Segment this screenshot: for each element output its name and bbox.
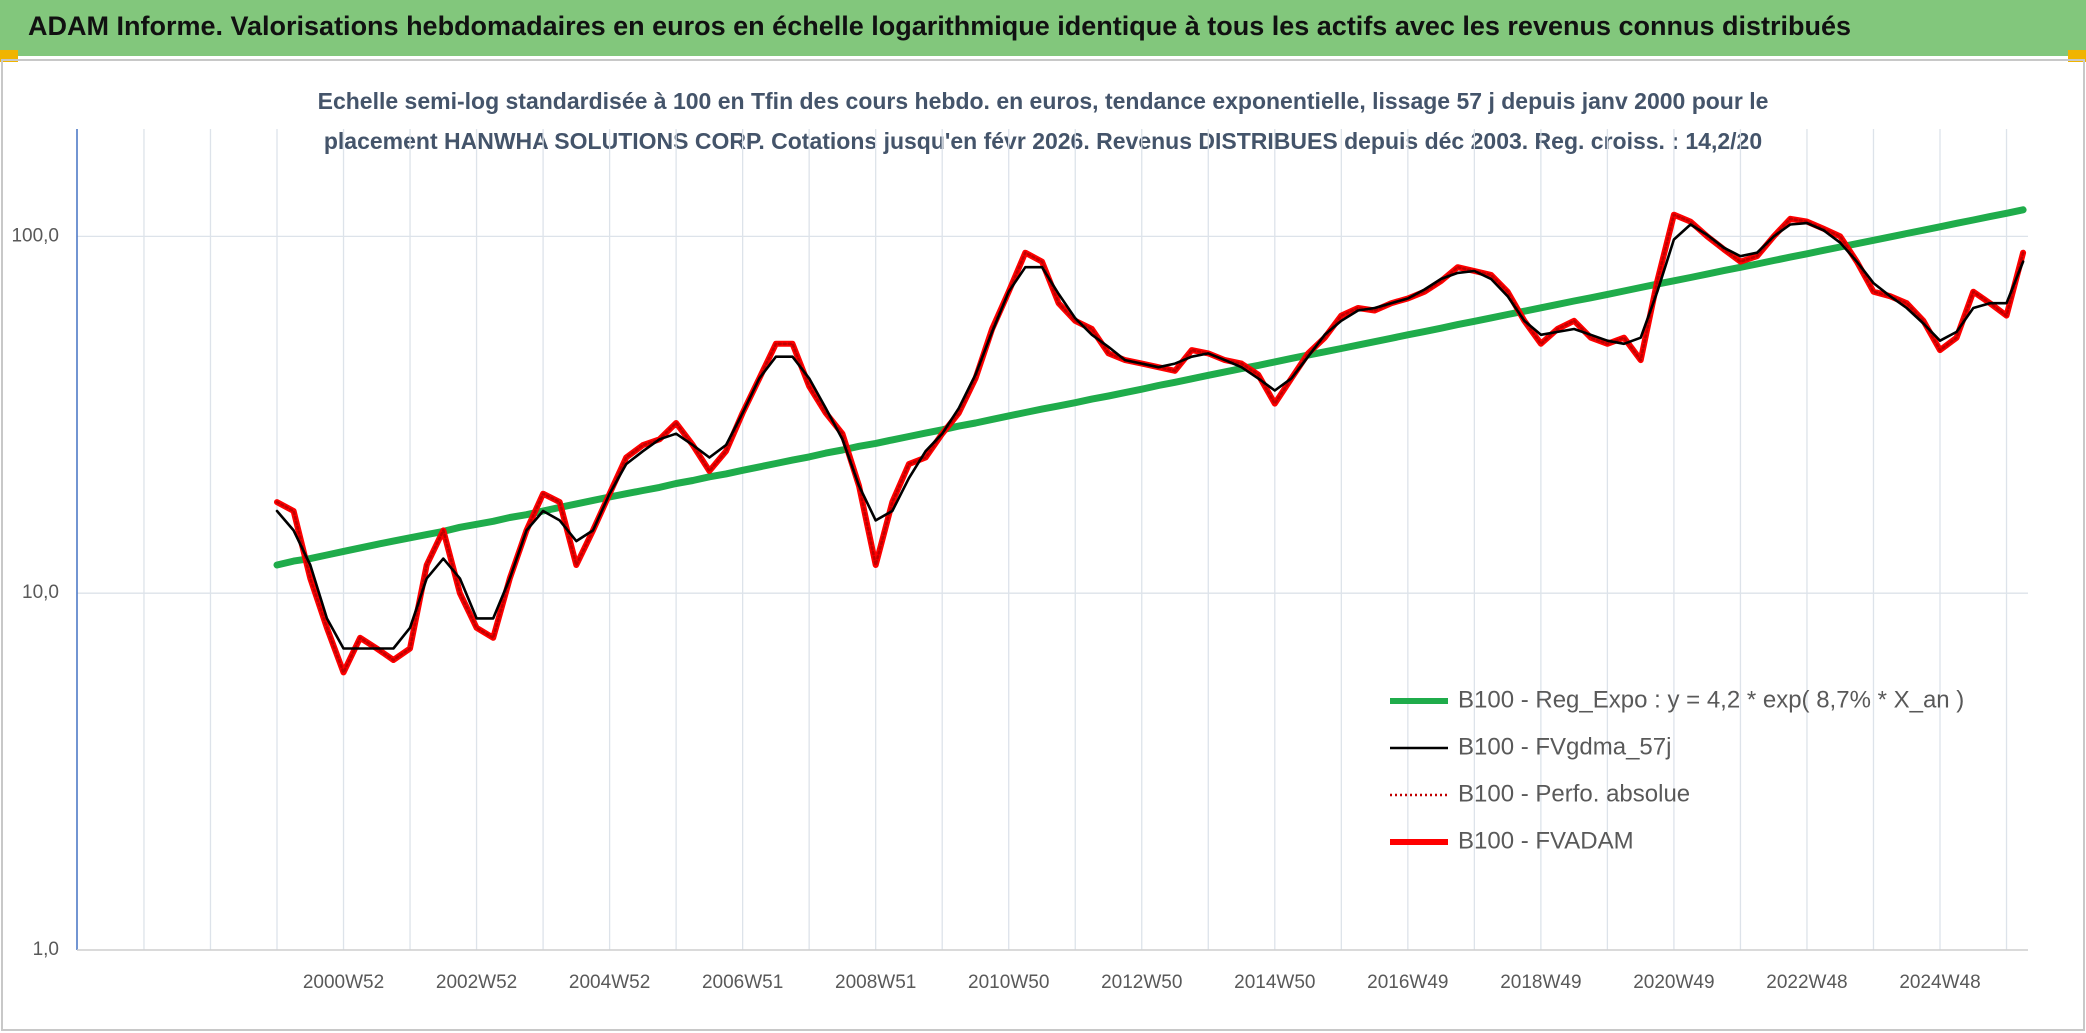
x-tick-label: 2024W48 [1899, 972, 1980, 993]
x-tick-label: 2018W49 [1500, 972, 1581, 993]
x-tick-label: 2020W49 [1633, 972, 1714, 993]
x-tick-label: 2008W51 [835, 972, 916, 993]
x-tick-label: 2010W50 [968, 972, 1049, 993]
legend-label: B100 - Perfo. absolue [1458, 780, 1690, 807]
legend-label: B100 - FVADAM [1458, 827, 1634, 854]
chart-subtitle: placement HANWHA SOLUTIONS CORP. Cotatio… [324, 128, 1762, 154]
series-line [273, 206, 2027, 569]
x-tick-label: 2006W51 [702, 972, 783, 993]
chart-frame [1, 59, 2085, 1031]
grid: 1,0 10,0 100,0 2000W52 2002W52 2004W52 2006W51… [11, 129, 2028, 993]
series-line [275, 221, 2025, 650]
x-tick-label: 2022W48 [1766, 972, 1847, 993]
chart-subtitle: Echelle semi-log standardisée à 100 en T… [318, 88, 1769, 114]
y-tick-label: 10,0 [22, 582, 59, 603]
legend-label: B100 - Reg_Expo : y = 4,2 * exp( 8,7% * … [1458, 686, 1964, 713]
legend: B100 - Reg_Expo : y = 4,2 * exp( 8,7% * … [1390, 686, 1964, 854]
header-title: ADAM Informe. Valorisations hebdomadaire… [28, 11, 1851, 41]
x-tick-label: 2016W49 [1367, 972, 1448, 993]
y-tick-label: 100,0 [11, 225, 59, 246]
x-tick-label: 2014W50 [1234, 972, 1315, 993]
x-tick-label: 2012W50 [1101, 972, 1182, 993]
header-bar [0, 0, 2086, 56]
x-tick-label: 2000W52 [303, 972, 384, 993]
y-tick-label: 1,0 [33, 939, 59, 960]
plot [273, 206, 2027, 676]
x-tick-label: 2004W52 [569, 972, 650, 993]
legend-label: B100 - FVgdma_57j [1458, 733, 1671, 760]
x-tick-label: 2002W52 [436, 972, 517, 993]
